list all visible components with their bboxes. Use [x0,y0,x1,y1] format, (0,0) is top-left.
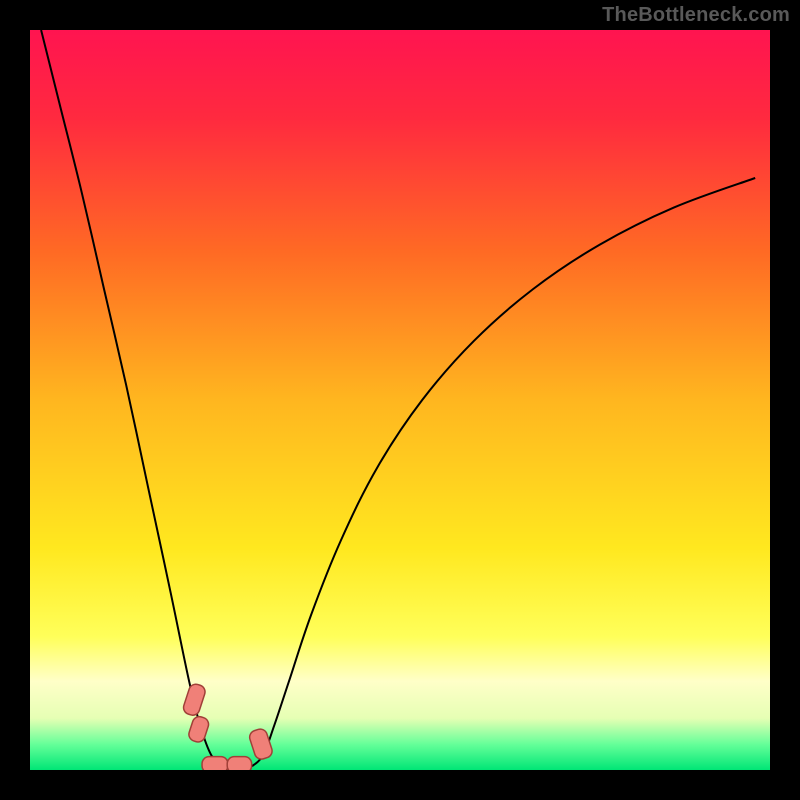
bottleneck-chart [0,0,800,800]
watermark-text: TheBottleneck.com [602,4,790,27]
chart-container: TheBottleneck.com [0,0,800,800]
gradient-background [30,30,770,770]
